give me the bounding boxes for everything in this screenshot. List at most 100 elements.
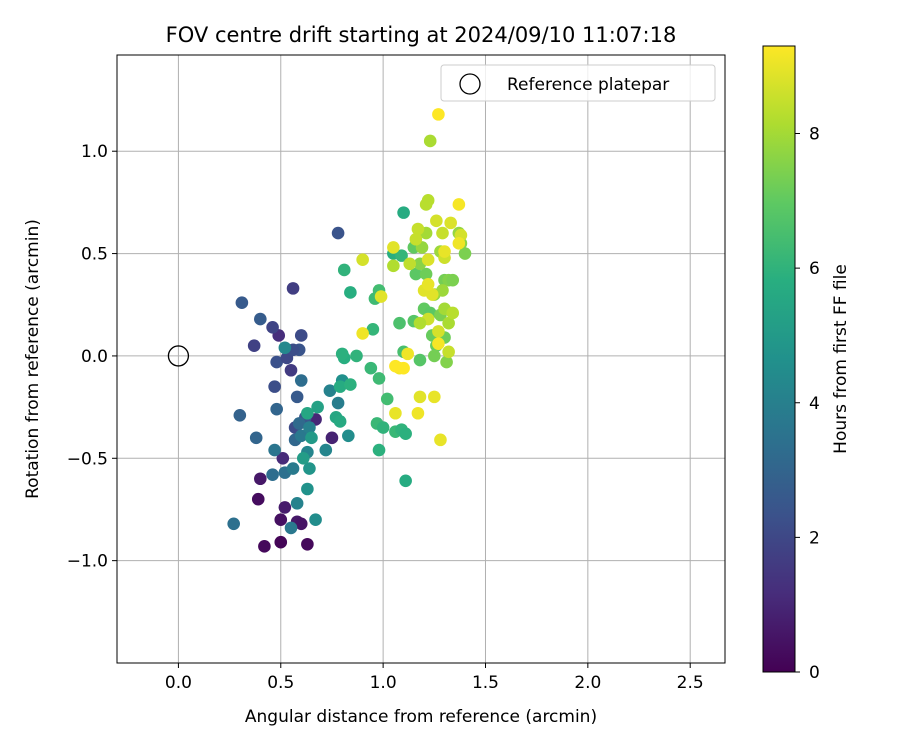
- data-point: [389, 406, 402, 420]
- data-point: [356, 253, 369, 267]
- data-point: [432, 337, 445, 350]
- data-point: [294, 517, 308, 531]
- data-point: [253, 312, 267, 326]
- data-point: [247, 339, 261, 352]
- data-point: [413, 390, 427, 404]
- colorbar-ticks: 0 2 4 6 8: [795, 125, 820, 683]
- data-point: [372, 443, 386, 457]
- legend-marker-icon: [459, 73, 481, 95]
- colorbar-gradient: [762, 45, 796, 673]
- data-point: [235, 296, 249, 310]
- data-point: [444, 216, 457, 230]
- data-point: [401, 347, 414, 361]
- data-point: [251, 492, 265, 506]
- data-point: [438, 245, 451, 258]
- colorbar-tick-label: 2: [809, 528, 820, 548]
- data-point: [395, 249, 408, 262]
- y-tick-label: 0.5: [81, 245, 108, 265]
- y-axis-ticks: −1.0 −0.5 0.0 0.5 1.0: [67, 142, 117, 572]
- data-point: [393, 316, 406, 330]
- data-point: [276, 451, 290, 465]
- data-point: [284, 521, 298, 535]
- data-point: [331, 226, 345, 240]
- data-point: [428, 349, 441, 363]
- data-point: [409, 232, 423, 246]
- data-point: [409, 267, 423, 281]
- y-tick-label: 1.0: [81, 142, 108, 162]
- x-axis-ticks: 0.0 0.5 1.0 1.5 2.0 2.5: [165, 663, 704, 693]
- data-point: [452, 198, 466, 211]
- data-point: [372, 372, 386, 385]
- data-point: [446, 306, 460, 320]
- data-point: [344, 378, 357, 391]
- data-point: [344, 286, 357, 299]
- data-point: [333, 380, 347, 393]
- plot-frame: [116, 54, 726, 664]
- data-point: [292, 417, 306, 430]
- data-point: [301, 482, 314, 496]
- data-point: [278, 341, 292, 355]
- data-point: [233, 408, 247, 422]
- y-tick-label: −0.5: [67, 449, 108, 469]
- data-point: [294, 329, 308, 342]
- data-point: [270, 402, 283, 416]
- data-point: [387, 241, 400, 254]
- data-point: [268, 443, 281, 457]
- data-point: [452, 237, 466, 250]
- data-point: [266, 468, 279, 481]
- data-point: [305, 431, 318, 445]
- data-point: [270, 355, 283, 369]
- x-tick-label: 2.5: [677, 673, 704, 693]
- data-point: [419, 267, 433, 281]
- data-point: [301, 537, 314, 551]
- data-point: [399, 474, 412, 488]
- data-point: [397, 361, 410, 375]
- x-tick-label: 2.0: [574, 673, 601, 693]
- y-tick-label: −1.0: [67, 552, 108, 572]
- data-point: [419, 198, 433, 211]
- data-point: [311, 400, 324, 414]
- data-point: [413, 353, 427, 367]
- x-tick-label: 0.0: [165, 673, 192, 693]
- data-point: [436, 226, 449, 240]
- legend-box: [440, 64, 716, 102]
- data-point: [399, 427, 412, 441]
- data-point: [421, 253, 435, 267]
- data-point: [350, 349, 363, 363]
- data-point: [290, 390, 304, 404]
- x-tick-label: 1.5: [472, 673, 499, 693]
- data-point: [413, 316, 427, 330]
- data-point: [423, 134, 437, 148]
- data-point: [434, 433, 447, 447]
- data-point: [335, 347, 349, 361]
- data-point: [376, 421, 390, 434]
- data-point: [227, 517, 240, 531]
- data-point: [364, 361, 378, 375]
- data-point: [296, 451, 310, 465]
- data-point: [333, 415, 347, 428]
- data-point: [274, 513, 288, 527]
- data-point: [428, 390, 441, 404]
- scatter-points: [227, 108, 472, 553]
- data-point: [397, 206, 410, 219]
- data-point: [380, 392, 394, 406]
- colorbar-label: Hours from first FF file: [831, 264, 851, 454]
- data-point: [278, 501, 292, 514]
- colorbar-tick-label: 4: [809, 394, 820, 414]
- data-point: [303, 421, 316, 434]
- data-point: [301, 406, 314, 420]
- y-tick-label: 0.0: [81, 347, 108, 367]
- x-tick-label: 0.5: [267, 673, 294, 693]
- data-point: [411, 222, 425, 236]
- data-point: [366, 323, 380, 336]
- data-point: [432, 108, 445, 121]
- colorbar-tick-label: 8: [809, 125, 820, 145]
- data-point: [446, 273, 460, 287]
- data-point: [323, 384, 337, 398]
- data-point: [356, 327, 369, 340]
- data-point: [286, 282, 300, 295]
- data-point: [258, 540, 271, 553]
- data-point: [319, 443, 333, 457]
- data-point: [442, 345, 455, 359]
- data-point: [440, 355, 453, 369]
